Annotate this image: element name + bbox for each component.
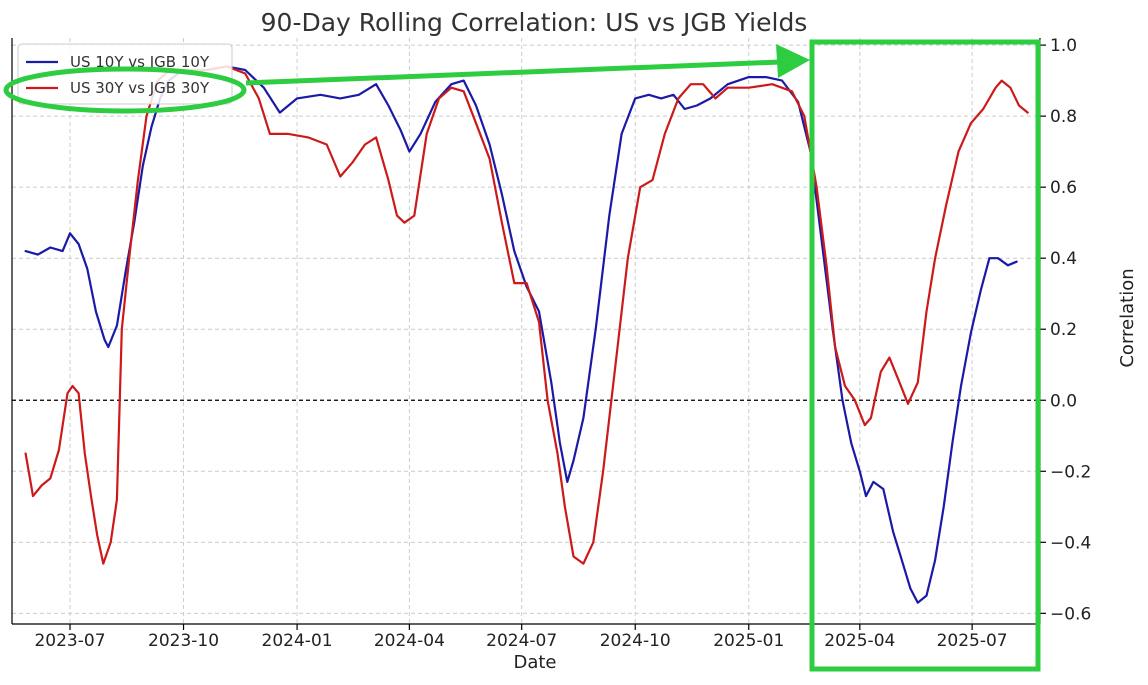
highlight-arrow-line — [245, 59, 781, 86]
highlight-box — [809, 39, 1041, 672]
y-tick-label: −0.4 — [1050, 533, 1091, 553]
legend-entry-us30y: US 30Y vs JGB 30Y — [70, 79, 210, 97]
y-tick-label: 0.2 — [1050, 320, 1077, 340]
y-tick-label: 0.4 — [1050, 249, 1077, 269]
y-tick-label: 0.0 — [1050, 391, 1077, 411]
x-gridlines — [69, 38, 973, 624]
x-tick-label: 2025-04 — [824, 631, 895, 651]
series-line-us10y-jgb10y — [24, 65, 1018, 604]
x-tick-label: 2025-07 — [937, 631, 1008, 651]
chart-title: 90-Day Rolling Correlation: US vs JGB Yi… — [261, 8, 808, 37]
x-axis-label: Date — [513, 652, 556, 673]
x-tick-label: 2024-01 — [262, 631, 333, 651]
highlight-arrowhead — [776, 44, 810, 78]
x-tick-label: 2025-01 — [713, 631, 784, 651]
y-axis-label: Correlation — [1117, 268, 1138, 367]
legend-box — [17, 43, 233, 105]
y-tick-label: −0.2 — [1050, 462, 1091, 482]
x-tick-label: 2024-07 — [486, 631, 557, 651]
x-tick-label: 2024-10 — [600, 631, 671, 651]
series-lines — [24, 65, 1029, 604]
y-gridlines — [12, 44, 1040, 614]
y-tick-label: −0.6 — [1050, 604, 1091, 624]
legend: US 10Y vs JGB 10Y US 30Y vs JGB 30Y — [17, 43, 233, 105]
y-tick-label: 0.8 — [1050, 107, 1077, 127]
annotations — [3, 39, 1041, 672]
x-tick-label: 2024-04 — [374, 631, 445, 651]
series-line-us30y-jgb30y — [24, 65, 1029, 565]
y-tick-label: 1.0 — [1050, 36, 1077, 56]
y-tick-label: 0.6 — [1050, 178, 1077, 198]
highlight-ellipse — [3, 66, 247, 114]
y-axis-ticks: 1.0 0.8 0.6 0.4 0.2 0.0 −0.2 −0.4 −0.6 — [1040, 36, 1091, 624]
x-tick-label: 2023-07 — [34, 631, 105, 651]
x-tick-label: 2023-10 — [148, 631, 219, 651]
legend-entry-us10y: US 10Y vs JGB 10Y — [70, 53, 210, 71]
x-axis-ticks: 2023-07 2023-10 2024-01 2024-04 2024-07 2024-… — [34, 624, 1008, 651]
